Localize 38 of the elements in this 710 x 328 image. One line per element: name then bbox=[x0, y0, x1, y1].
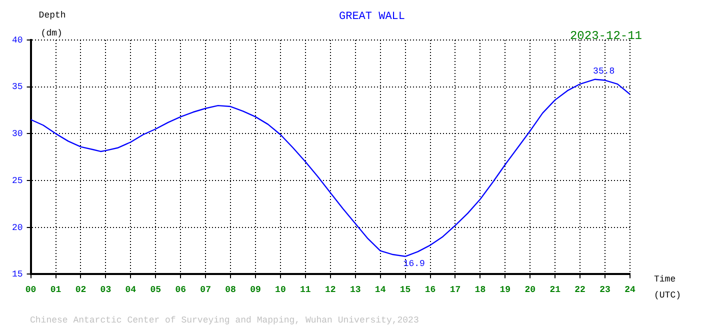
x-tick-label: 21 bbox=[550, 284, 562, 295]
y-tick-label: 40 bbox=[12, 35, 23, 46]
x-tick-label: 24 bbox=[624, 284, 636, 295]
y-tick-label: 25 bbox=[12, 176, 23, 186]
x-tick-label: 02 bbox=[75, 284, 86, 295]
y-axis-title: Depth (dm) bbox=[38, 10, 66, 38]
x-tick-label: 07 bbox=[200, 284, 211, 295]
y-tick-label: 35 bbox=[12, 82, 23, 92]
x-tick-label: 20 bbox=[524, 284, 536, 295]
x-tick-label: 18 bbox=[474, 284, 486, 295]
x-tick-label: 06 bbox=[175, 284, 186, 295]
x-tick-label: 12 bbox=[324, 284, 336, 295]
text: Chinese Antarctic Center of Surveying and Mapping, Wuhan University,2023 bbox=[30, 315, 419, 326]
x-tick-label: 01 bbox=[50, 284, 62, 295]
x-axis-title: Time (UTC) bbox=[654, 274, 682, 301]
x-tick-label: 13 bbox=[350, 284, 361, 295]
x-tick-label: 16 bbox=[424, 284, 436, 295]
x-tick-label: 00 bbox=[25, 284, 36, 295]
x-tick-label: 05 bbox=[150, 284, 162, 295]
x-tick-label: 19 bbox=[500, 284, 511, 295]
y-tick-label: 30 bbox=[12, 129, 23, 140]
x-tick-label: 23 bbox=[600, 284, 610, 295]
x-tick-label: 03 bbox=[100, 284, 112, 295]
y-tick-label: 15 bbox=[12, 270, 23, 280]
x-tick-label: 04 bbox=[125, 284, 137, 295]
x-tick-label: 09 bbox=[250, 284, 261, 295]
chart-title: GREAT WALL bbox=[338, 10, 406, 23]
annotation: 35.8 bbox=[593, 66, 615, 77]
annotation: 16.9 bbox=[403, 258, 425, 269]
x-tick-label: 11 bbox=[300, 284, 312, 295]
x-tick-label: 22 bbox=[574, 284, 586, 295]
x-tick-label: 15 bbox=[400, 284, 411, 295]
x-tick-label: 14 bbox=[374, 284, 386, 295]
x-tick-label: 17 bbox=[450, 284, 461, 295]
x-tick-label: 10 bbox=[275, 284, 286, 295]
y-tick-label: 20 bbox=[12, 222, 23, 233]
chart-subtitle: 2023-12-11 bbox=[570, 29, 642, 44]
x-tick-label: 08 bbox=[225, 284, 236, 295]
